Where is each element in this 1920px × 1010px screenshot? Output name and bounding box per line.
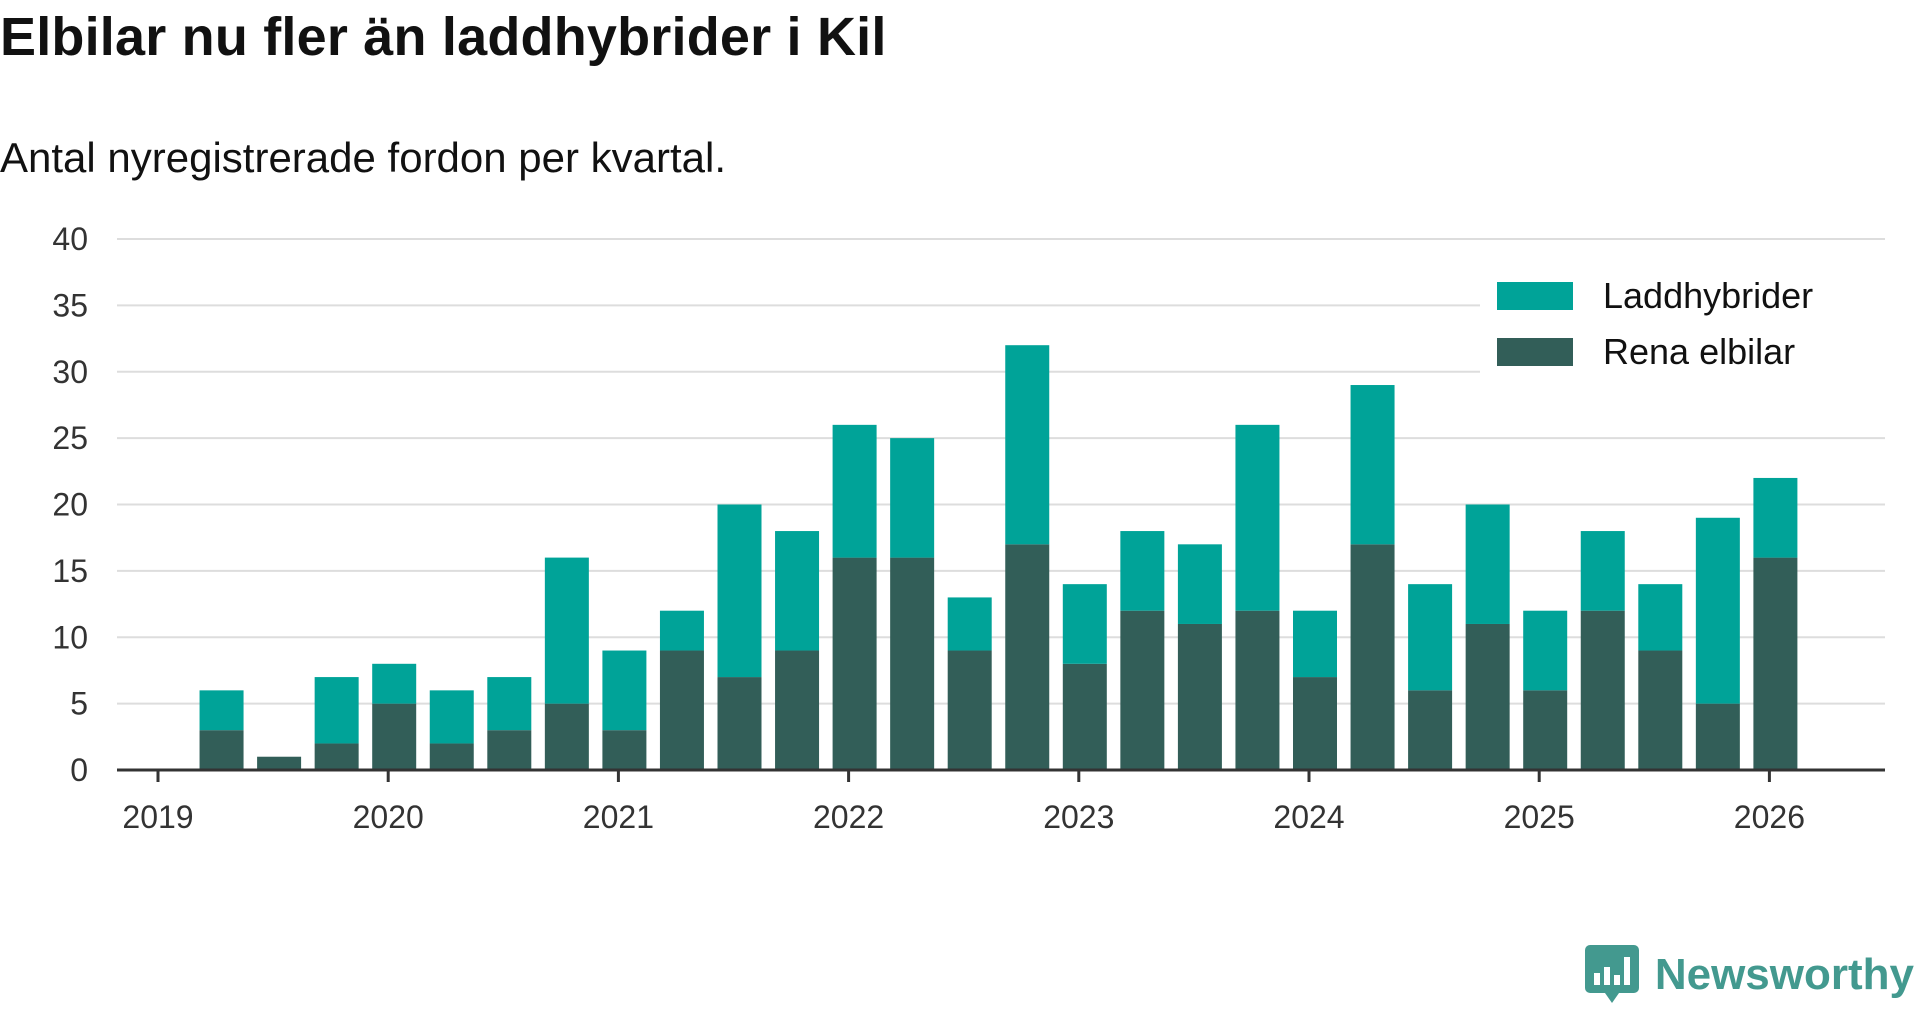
- bar-rena-elbilar: [1005, 544, 1050, 770]
- bar-rena-elbilar: [372, 703, 417, 770]
- bar-laddhybrider: [1465, 504, 1510, 624]
- bar-laddhybrider: [890, 438, 935, 558]
- brand: Newsworthy: [1584, 940, 1914, 1010]
- legend-swatch-laddhybrider: [1497, 282, 1573, 310]
- bar-laddhybrider: [1235, 424, 1280, 611]
- bar-laddhybrider: [717, 504, 762, 678]
- bar-laddhybrider: [429, 690, 474, 744]
- bar-rena-elbilar: [1120, 610, 1165, 770]
- y-tick-label: 5: [70, 686, 88, 722]
- bar-rena-elbilar: [1580, 610, 1625, 770]
- bar-rena-elbilar: [602, 730, 647, 770]
- bar-laddhybrider: [1293, 610, 1337, 678]
- bar-rena-elbilar: [1293, 677, 1337, 770]
- bar-rena-elbilar: [314, 743, 359, 770]
- bar-laddhybrider: [1523, 610, 1568, 691]
- bar-laddhybrider: [1695, 517, 1740, 704]
- bar-laddhybrider: [487, 677, 532, 731]
- bar-laddhybrider: [1408, 584, 1453, 691]
- x-tick-label: 2020: [353, 799, 424, 835]
- y-tick-label: 20: [52, 487, 88, 523]
- bar-rena-elbilar: [775, 650, 820, 770]
- bar-laddhybrider: [602, 650, 647, 731]
- bar-rena-elbilar: [1408, 690, 1453, 770]
- bar-laddhybrider: [1177, 544, 1222, 624]
- bar-rena-elbilar: [832, 557, 877, 770]
- bar-rena-elbilar: [659, 650, 704, 770]
- bar-laddhybrider: [947, 597, 992, 651]
- bar-rena-elbilar: [199, 730, 244, 770]
- bar-rena-elbilar: [947, 650, 992, 770]
- bar-laddhybrider: [659, 610, 704, 651]
- bar-rena-elbilar: [1235, 610, 1280, 770]
- bar-rena-elbilar: [1638, 650, 1683, 770]
- x-tick-label: 2025: [1504, 799, 1575, 835]
- x-tick-label: 2024: [1273, 799, 1344, 835]
- bar-laddhybrider: [314, 677, 359, 744]
- bar-rena-elbilar: [487, 730, 532, 770]
- legend-label-laddhybrider: Laddhybrider: [1603, 275, 1813, 316]
- chart-title: Elbilar nu fler än laddhybrider i Kil: [0, 7, 887, 67]
- bar-laddhybrider: [1062, 584, 1107, 664]
- bars-layer: [199, 345, 1798, 770]
- bar-laddhybrider: [1580, 531, 1625, 611]
- y-tick-label: 0: [70, 752, 88, 788]
- bar-rena-elbilar: [1350, 544, 1395, 770]
- legend: Laddhybrider Rena elbilar: [1480, 268, 1888, 378]
- bar-laddhybrider: [199, 690, 244, 731]
- bar-rena-elbilar: [1465, 623, 1510, 770]
- x-tick-label: 2021: [583, 799, 654, 835]
- y-tick-label: 35: [52, 287, 88, 323]
- y-tick-label: 40: [52, 221, 88, 257]
- bar-rena-elbilar: [1177, 623, 1222, 770]
- y-tick-label: 30: [52, 354, 88, 390]
- x-tick-label: 2019: [122, 799, 193, 835]
- bar-laddhybrider: [1638, 584, 1683, 651]
- x-tick-label: 2023: [1043, 799, 1114, 835]
- bar-rena-elbilar: [1523, 690, 1568, 770]
- x-tick-label: 2026: [1734, 799, 1805, 835]
- chart-subtitle: Antal nyregistrerade fordon per kvartal.: [0, 134, 727, 181]
- bar-laddhybrider: [1120, 531, 1165, 611]
- bar-laddhybrider: [544, 557, 589, 704]
- bar-rena-elbilar: [429, 743, 474, 770]
- legend-swatch-rena-elbilar: [1497, 338, 1573, 366]
- bar-rena-elbilar: [1062, 663, 1107, 770]
- bar-rena-elbilar: [257, 756, 302, 770]
- newsworthy-logo-icon: [1584, 945, 1639, 1003]
- legend-label-rena-elbilar: Rena elbilar: [1603, 331, 1795, 372]
- bar-laddhybrider: [775, 531, 820, 651]
- bar-rena-elbilar: [717, 677, 762, 770]
- bar-rena-elbilar: [1753, 557, 1798, 770]
- bar-laddhybrider: [1753, 477, 1798, 558]
- bar-laddhybrider: [832, 424, 877, 558]
- bar-rena-elbilar: [1695, 703, 1740, 770]
- y-tick-label: 15: [52, 553, 88, 589]
- x-tick-label: 2022: [813, 799, 884, 835]
- bar-rena-elbilar: [544, 703, 589, 770]
- y-tick-label: 10: [52, 619, 88, 655]
- bar-laddhybrider: [1350, 385, 1395, 545]
- brand-name: Newsworthy: [1654, 950, 1914, 999]
- bar-laddhybrider: [372, 663, 417, 704]
- bar-rena-elbilar: [890, 557, 935, 770]
- bar-laddhybrider: [1005, 345, 1050, 545]
- y-tick-label: 25: [52, 420, 88, 456]
